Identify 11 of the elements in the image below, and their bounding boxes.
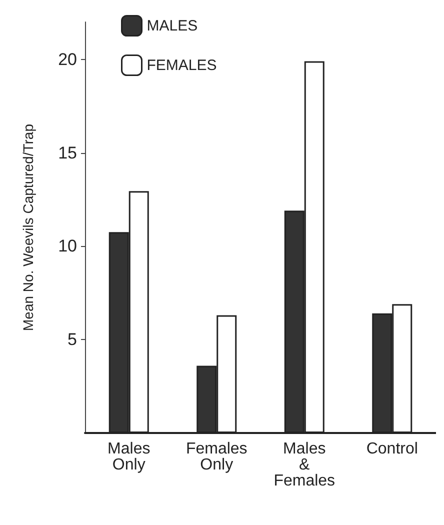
y-tick-label: 15 xyxy=(58,143,77,162)
x-tick-label: Control xyxy=(366,440,418,458)
y-tick-label: 5 xyxy=(68,330,77,350)
y-axis-title: Mean No. Weevils Captured/Trap xyxy=(20,124,36,331)
y-tick-label: 10 xyxy=(58,236,77,256)
legend-label: FEMALES xyxy=(146,56,217,74)
x-tick-label: Males Only xyxy=(108,440,150,474)
x-tick-label: Males & Females xyxy=(274,440,336,490)
x-tick-label: Females Only xyxy=(186,440,248,474)
legend-label: MALES xyxy=(146,17,198,34)
y-tick-label: 20 xyxy=(58,50,77,69)
